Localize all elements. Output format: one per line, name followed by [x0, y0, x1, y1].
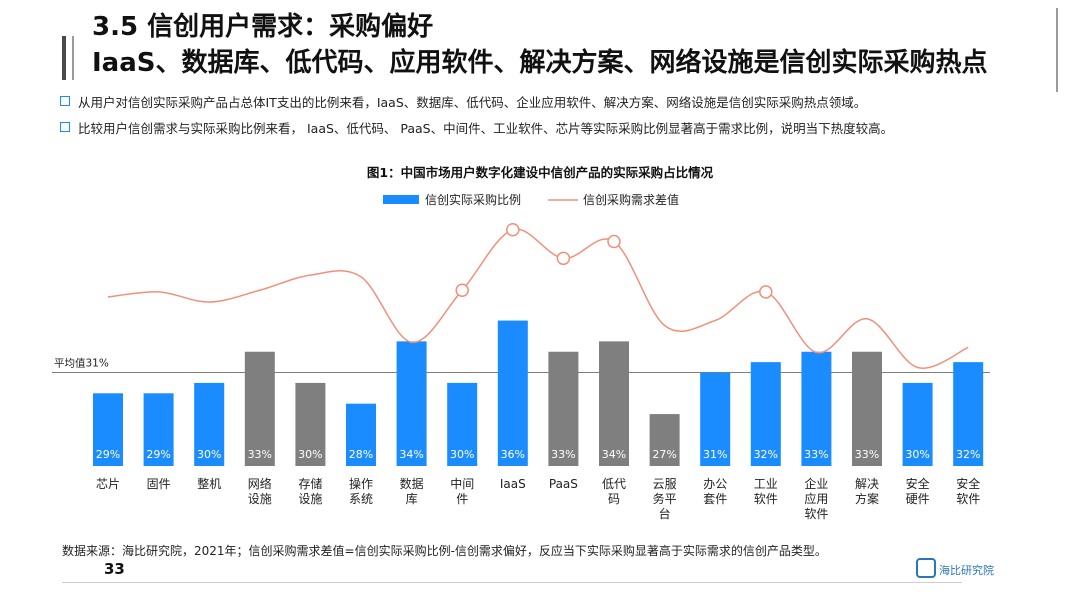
bar	[599, 341, 629, 466]
category-label: 解决	[855, 477, 879, 491]
chart-title: 图1：中国市场用户数字化建设中信创产品的实际采购占比情况	[367, 165, 714, 180]
category-label: 套件	[703, 492, 727, 506]
category-label: 云服	[653, 477, 677, 491]
category-label: 设施	[298, 492, 322, 506]
category-label: 办公	[703, 476, 727, 491]
line-point-marker	[759, 285, 773, 299]
category-label: 工业	[754, 477, 778, 491]
bar	[902, 382, 933, 466]
footer-logo: 海比研究院	[916, 558, 994, 578]
line-point-marker	[455, 283, 469, 297]
bar-value-label: 29%	[96, 448, 120, 461]
category-label: IaaS	[500, 477, 526, 491]
bar-value-label: 30%	[298, 448, 322, 461]
logo-mark-icon	[916, 558, 936, 578]
line-point-marker	[506, 223, 520, 237]
bar-value-label: 32%	[956, 448, 980, 461]
bullet-point-2: 比较用户信创需求与实际采购比例来看， IaaS、低代码、 PaaS、中间件、工业…	[60, 118, 893, 137]
bar-value-label: 34%	[399, 448, 423, 461]
data-source-note: 数据来源：海比研究院，2021年；信创采购需求差值=信创实际采购比例-信创需求偏…	[62, 544, 827, 558]
legend-swatch-bar	[383, 195, 419, 204]
bar-value-label: 36%	[501, 448, 525, 461]
category-label: 软件	[956, 492, 980, 506]
title-decoration	[62, 36, 74, 80]
category-label: 操作	[349, 476, 373, 491]
series-line-demand-gap	[107, 228, 969, 369]
bar	[852, 351, 882, 466]
category-label: 方案	[855, 491, 879, 506]
category-label: 低代	[602, 477, 626, 491]
bar	[750, 362, 781, 466]
bar	[447, 382, 478, 466]
footer-logo-text: 海比研究院	[939, 564, 994, 577]
category-label: 件	[456, 492, 468, 506]
category-label: 整机	[197, 476, 221, 491]
bar	[548, 351, 579, 466]
bar-value-label: 29%	[146, 448, 170, 461]
category-label: 安全	[956, 476, 980, 491]
category-label: 码	[608, 492, 620, 506]
category-label: 软件	[754, 492, 778, 506]
category-label: PaaS	[549, 477, 578, 491]
bar-value-label: 30%	[905, 448, 929, 461]
category-label: 企业	[804, 476, 828, 491]
category-label: 设施	[248, 492, 272, 506]
category-label: 务平	[653, 491, 677, 506]
category-label: 安全	[906, 476, 930, 491]
bullet-square-icon	[60, 122, 70, 132]
page-number: 33	[104, 560, 125, 578]
bar	[497, 320, 528, 466]
section-subtitle: IaaS、数据库、低代码、应用软件、解决方案、网络设施是信创实际采购热点	[92, 48, 988, 78]
line-point-marker	[607, 234, 621, 249]
bullet-point-1: 从用户对信创实际采购产品占总体IT支出的比例来看，IaaS、数据库、低代码、企业…	[60, 92, 866, 111]
bar-value-label: 30%	[450, 448, 474, 461]
title-decoration-right	[1046, 8, 1058, 92]
category-label: 系统	[349, 492, 373, 506]
bar-value-label: 30%	[197, 448, 221, 461]
footer-divider	[62, 582, 962, 583]
bar	[194, 382, 225, 466]
bar	[700, 372, 731, 466]
bar-value-label: 31%	[703, 448, 727, 461]
line-point-marker	[556, 251, 571, 266]
bar	[649, 414, 680, 466]
category-label: 固件	[147, 477, 171, 491]
bar-value-label: 32%	[754, 448, 778, 461]
bar-value-label: 28%	[349, 448, 373, 461]
category-label: 硬件	[906, 492, 930, 506]
section-title: 3.5 信创用户需求：采购偏好	[92, 12, 434, 42]
bar-value-label: 27%	[652, 448, 676, 461]
bar	[396, 341, 427, 466]
bullet-text-1: 从用户对信创实际采购产品占总体IT支出的比例来看，IaaS、数据库、低代码、企业…	[78, 95, 867, 110]
category-label: 软件	[804, 507, 828, 521]
bar	[93, 393, 123, 466]
bar	[244, 351, 275, 466]
bar-value-label: 34%	[602, 448, 626, 461]
category-label: 库	[406, 491, 418, 506]
bar-value-label: 33%	[551, 448, 575, 461]
bar	[953, 362, 984, 466]
category-label: 芯片	[96, 477, 120, 491]
bullet-square-icon	[60, 96, 70, 106]
category-label: 应用	[804, 491, 828, 506]
legend-label-bar: 信创实际采购比例	[425, 192, 521, 207]
category-label: 中间	[450, 476, 474, 491]
bar	[346, 403, 376, 466]
category-label: 数据	[400, 476, 424, 491]
category-label: 网络	[248, 476, 272, 491]
bar	[801, 351, 832, 466]
bullet-text-2: 比较用户信创需求与实际采购比例来看， IaaS、低代码、 PaaS、中间件、工业…	[78, 121, 894, 136]
category-label: 存储	[298, 476, 322, 491]
bar-value-label: 33%	[248, 448, 272, 461]
average-label: 平均值31%	[54, 357, 109, 370]
category-label: 台	[659, 506, 671, 521]
bar-value-label: 33%	[855, 448, 879, 461]
bar	[295, 382, 326, 466]
bar-value-label: 33%	[804, 448, 828, 461]
bar	[143, 393, 174, 466]
legend-label-line: 信创采购需求差值	[583, 192, 679, 207]
